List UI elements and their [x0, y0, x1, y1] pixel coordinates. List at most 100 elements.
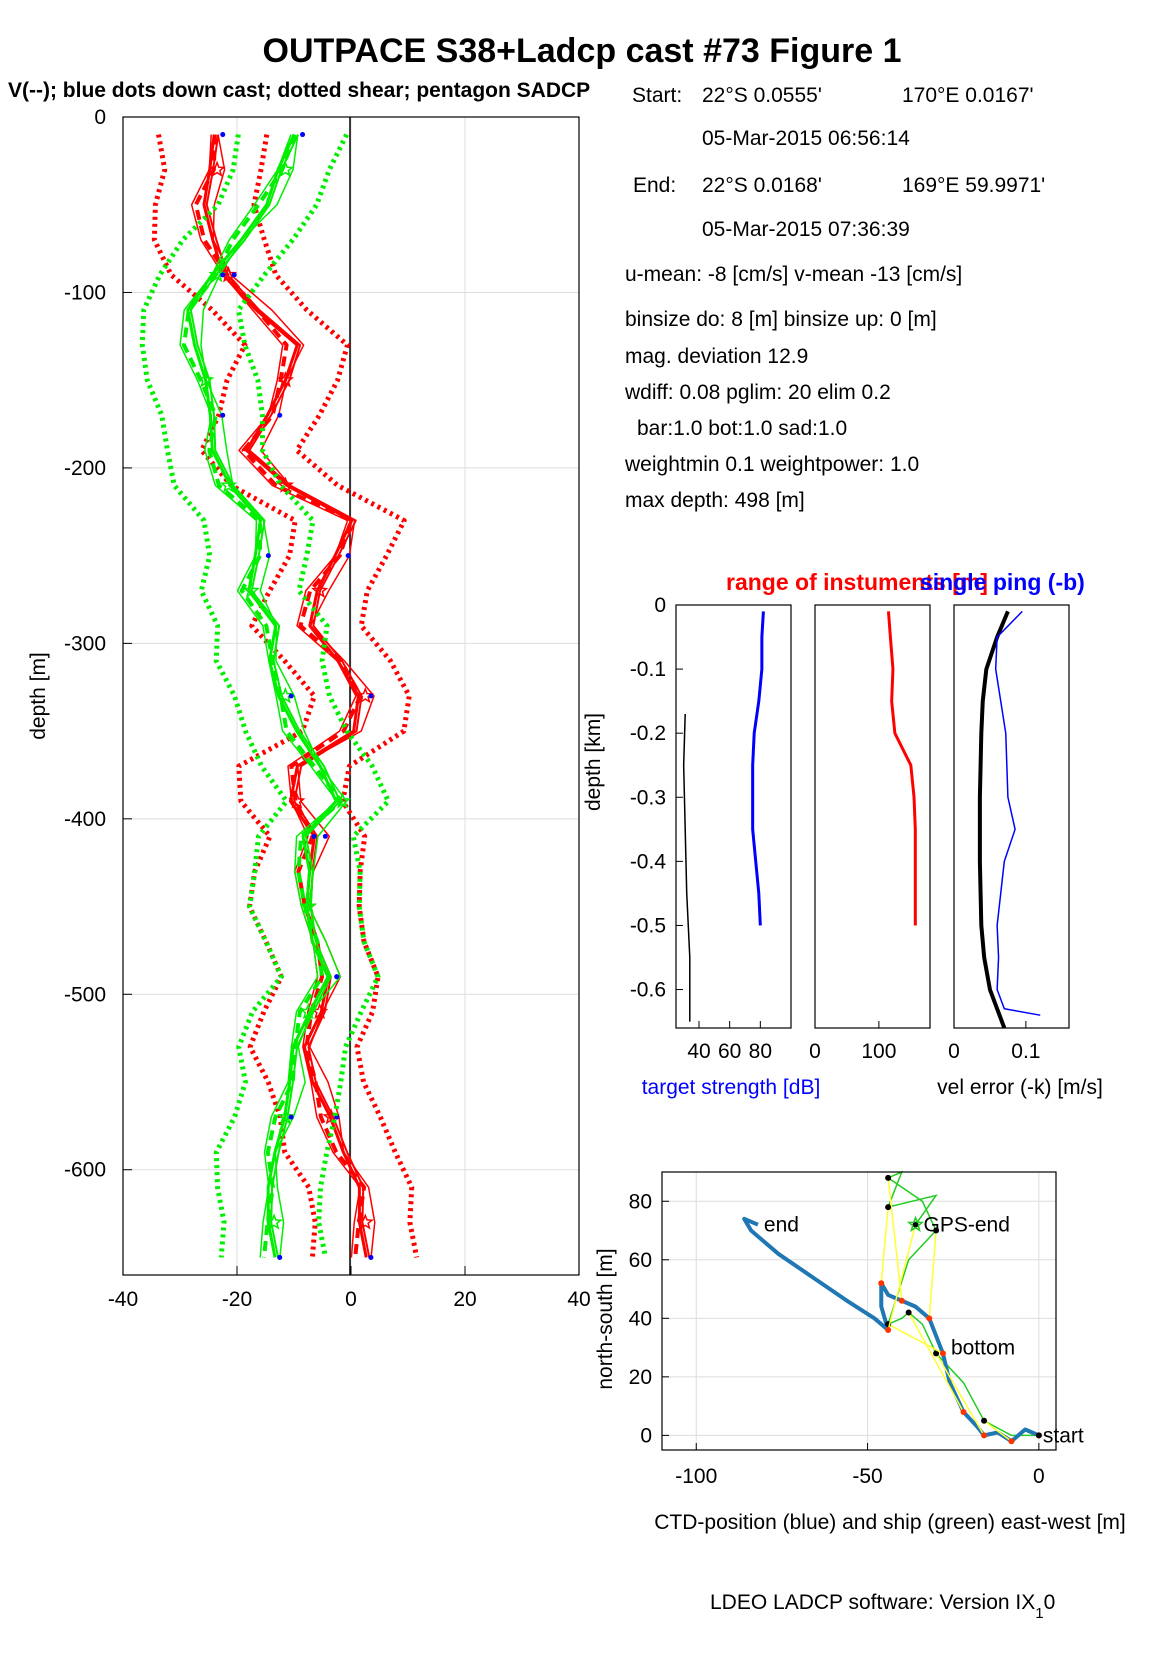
- x-tick-label: 0: [948, 1040, 960, 1063]
- u-star-marker: [288, 792, 306, 809]
- v-star-marker: [219, 476, 238, 493]
- range-panel: 0 100: [809, 604, 931, 1063]
- east-west-label: CTD-position (blue) and ship (green) eas…: [654, 1511, 1126, 1534]
- range-title: range of instuments [m]: [726, 569, 988, 595]
- y-tick-label: 40: [629, 1307, 652, 1330]
- y-tick-label: -0.6: [630, 979, 666, 1002]
- downcast-dot: [334, 974, 340, 980]
- x-tick-label: -100: [675, 1465, 717, 1488]
- y-tick-label: -500: [64, 983, 106, 1006]
- y-tick-label: -600: [64, 1159, 106, 1182]
- downcast-dot: [288, 1114, 294, 1120]
- v-star-marker: [196, 371, 215, 388]
- axes-box: [675, 604, 792, 1029]
- end-label: end: [764, 1214, 799, 1237]
- depth-km-label: depth [km]: [582, 713, 605, 811]
- y-tick-label: 0: [654, 594, 666, 617]
- velocity-ylabel: depth [m]: [27, 652, 50, 740]
- start-label: start: [1043, 1424, 1084, 1447]
- figure-title: OUTPACE S38+Ladcp cast #73 Figure 1: [263, 32, 902, 70]
- downcast-dot: [231, 272, 237, 278]
- y-tick-label: -0.1: [630, 658, 666, 681]
- position-panel: -100 -50 0 0 20 40 60 80 start end bottom GPS-end: [629, 1170, 1084, 1488]
- u-star-marker: [208, 160, 226, 178]
- info-block: Start: 22°S 0.0555' 170°E 0.0167' 05-Mar…: [624, 84, 1045, 512]
- downcast-dot: [220, 272, 226, 278]
- y-tick-label: 0: [640, 1424, 652, 1447]
- start-lat: 22°S 0.0555': [702, 84, 822, 107]
- start-label: Start:: [632, 84, 682, 107]
- x-tick-label: 100: [861, 1040, 896, 1063]
- black-line: [977, 610, 1010, 1029]
- figure-subtitle: V(--); blue dots down cast; dotted shear…: [8, 79, 590, 102]
- software-version-sub: 1: [1035, 1605, 1043, 1622]
- ctd-marker: [981, 1432, 988, 1439]
- ship-marker: [912, 1221, 919, 1228]
- v-star-marker: [299, 897, 317, 914]
- ship-marker: [885, 1174, 892, 1181]
- v-profile-line: [200, 134, 348, 1258]
- target-line: [751, 611, 765, 926]
- axes-box: [661, 1171, 1057, 1451]
- target-strength-label: target strength [dB]: [642, 1076, 821, 1099]
- y-tick-label: 60: [629, 1249, 652, 1272]
- x-tick-label: -20: [222, 1288, 252, 1311]
- weight: weightmin 0.1 weightpower: 1.0: [624, 453, 919, 476]
- x-tick-label: 40: [687, 1040, 710, 1063]
- single-ping-title: single ping (-b): [920, 569, 1085, 595]
- bar-bot-sad: bar:1.0 bot:1.0 sad:1.0: [637, 417, 847, 440]
- downcast-dot: [277, 412, 283, 418]
- u-star-marker: [356, 1213, 374, 1230]
- y-tick-label: 20: [629, 1366, 652, 1389]
- start-lon: 170°E 0.0167': [902, 84, 1034, 107]
- x-tick-label: 60: [718, 1040, 741, 1063]
- end-time: 05-Mar-2015 07:36:39: [702, 218, 910, 241]
- ship-marker: [885, 1204, 892, 1211]
- downcast-dot: [311, 833, 317, 839]
- blue-line: [994, 610, 1041, 1016]
- x-tick-label: 0.1: [1011, 1040, 1040, 1063]
- v-profile-line: [186, 133, 338, 1258]
- ship-marker: [933, 1350, 940, 1357]
- vel-error-panel: 0 0.1: [948, 604, 1070, 1063]
- y-tick-label: -0.2: [630, 722, 666, 745]
- downcast-dot: [368, 693, 374, 699]
- downcast-dot: [220, 412, 226, 418]
- gps-end-label: GPS-end: [924, 1214, 1010, 1237]
- ctd-marker: [878, 1280, 885, 1287]
- axes-box: [814, 604, 931, 1029]
- target-strength-panel: 40 60 80 0 -0.1 -0.2 -0.3 -0.4 -0.5 -0.6: [630, 594, 792, 1063]
- x-tick-label: 0: [809, 1040, 821, 1063]
- x-tick-label: 0: [1033, 1465, 1045, 1488]
- ctd-marker: [960, 1408, 967, 1415]
- u-profile-line: [151, 134, 318, 1258]
- position-link: [983, 1420, 1012, 1442]
- v-star-marker: [242, 581, 260, 599]
- downcast-dot: [277, 1254, 283, 1260]
- v-star-marker: [276, 160, 295, 178]
- ctd-marker: [885, 1327, 892, 1334]
- software-version: LDEO LADCP software: Version IX10: [710, 1591, 1055, 1622]
- plot-area: [662, 1172, 1056, 1450]
- vel-error-label: vel error (-k) [m/s]: [937, 1076, 1103, 1099]
- x-tick-label: 80: [749, 1040, 772, 1063]
- bottom-label: bottom: [951, 1337, 1015, 1360]
- max-depth: max depth: 498 [m]: [625, 489, 805, 512]
- v-profile-line: [179, 134, 338, 1258]
- y-tick-label: 80: [629, 1190, 652, 1213]
- y-tick-label: -400: [64, 808, 106, 831]
- ship-marker: [905, 1309, 912, 1316]
- ctd-marker: [1008, 1438, 1015, 1445]
- v-profile-line: [235, 133, 391, 1258]
- ctd-marker: [926, 1315, 933, 1322]
- y-tick-label: -0.5: [630, 914, 666, 937]
- mean-velocity: u-mean: -8 [cm/s] v-mean -13 [cm/s]: [625, 263, 962, 286]
- v-star-marker: [299, 1002, 317, 1020]
- ship-marker: [981, 1417, 988, 1424]
- downcast-dot: [368, 1254, 374, 1260]
- end-lon: 169°E 59.9971': [902, 174, 1045, 197]
- north-south-label: north-south [m]: [594, 1248, 617, 1389]
- position-link: [935, 1353, 985, 1436]
- wdiff: wdiff: 0.08 pglim: 20 elim 0.2: [624, 381, 891, 404]
